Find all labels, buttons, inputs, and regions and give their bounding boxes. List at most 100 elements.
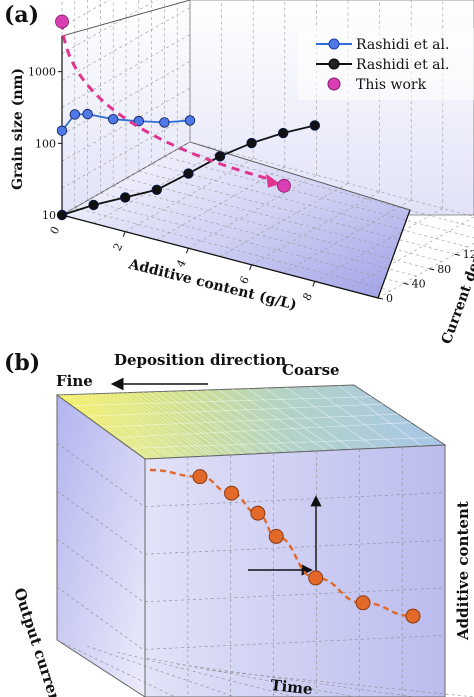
series-2-point (56, 209, 68, 221)
series-2-point (151, 184, 163, 196)
grain-boundary (309, 386, 398, 448)
x-tick (185, 248, 189, 254)
y-axis (377, 209, 411, 299)
y-tick (377, 297, 384, 300)
series-2-point (88, 199, 99, 211)
grid-line (56, 586, 146, 652)
series-1-point (184, 115, 196, 126)
ticks-a: 1010010000246804080120160200 (28, 66, 474, 305)
grid-line (74, 207, 391, 291)
z-tick-label: 10 (42, 209, 56, 222)
grain-boundary (185, 390, 276, 454)
y-tick-label: 120 (463, 248, 474, 261)
additive-content-title: Additive content (454, 501, 472, 641)
grid-line (56, 538, 146, 604)
x-tick-label: 8 (300, 291, 315, 303)
series-1-point (82, 108, 93, 120)
legend-entry-2: Rashidi et al. (316, 57, 449, 73)
curve-point (308, 570, 324, 586)
grid-line (206, 669, 474, 697)
x-tick (122, 231, 126, 237)
grid-line (164, 156, 474, 239)
grain-boundary (231, 388, 327, 451)
y-tick (429, 268, 435, 271)
grid-line (314, 208, 443, 282)
legend-entry-1: Rashidi et al. (316, 37, 449, 53)
grid-line (61, 34, 191, 108)
legend-entry-3: This work (327, 77, 427, 93)
x-axis (61, 214, 379, 299)
grain-boundary (177, 390, 267, 454)
panel-b-label: (b) (4, 350, 40, 376)
series-b (149, 468, 421, 624)
grain-boundary (195, 390, 287, 453)
grid-line (144, 492, 446, 507)
grain-boundary (218, 389, 306, 452)
series-1-point (69, 109, 81, 120)
z-axis-title: Grain size (nm) (10, 68, 26, 190)
grain-boundary (115, 422, 411, 439)
curve-point (268, 528, 284, 544)
grid-line (56, 639, 176, 697)
series-3-point (277, 178, 291, 193)
left-face (56, 394, 146, 697)
series-1-point (56, 125, 68, 136)
grid-line (188, 174, 317, 249)
series-1-point (159, 117, 170, 128)
grid-line (144, 539, 446, 555)
x-tick (249, 264, 253, 270)
x-tick (312, 281, 316, 287)
curve-point (224, 485, 240, 501)
curve-point (250, 505, 266, 521)
grain-pattern (56, 385, 434, 460)
y-tick-label: 0 (386, 292, 393, 305)
grain-boundary (338, 385, 423, 447)
deposition-direction-label: Deposition direction (114, 351, 286, 369)
this-work-dashed-line (60, 21, 273, 182)
series-2-point (278, 127, 289, 139)
grid-line (86, 645, 236, 697)
grid-line (151, 163, 468, 248)
grain-boundary (130, 437, 434, 449)
grain-boundary (206, 389, 295, 453)
legend: Rashidi et al. Rashidi et al. This work (298, 28, 474, 100)
series-3-point (55, 14, 69, 29)
series-2-point (246, 137, 257, 149)
series-2-point (309, 120, 321, 131)
grid-line (176, 663, 416, 697)
grid-line (144, 587, 446, 603)
right-face (144, 444, 446, 697)
grid-line (251, 191, 380, 266)
legend-label-1: Rashidi et al. (356, 37, 449, 53)
series-1-point (133, 115, 145, 127)
series-2-point (214, 151, 226, 162)
coarse-label: Coarse (282, 361, 340, 379)
series-1-point (107, 113, 119, 125)
grid-line (144, 635, 446, 650)
grid-line (146, 657, 356, 697)
legend-label-3: This work (356, 77, 427, 93)
grid-line (61, 87, 191, 162)
grid-line (100, 192, 417, 277)
curve-point (405, 608, 421, 624)
grain-boundary (100, 413, 399, 428)
series-2-point (119, 192, 131, 203)
grain-boundary (71, 396, 372, 407)
series-2-point (183, 168, 194, 179)
z-tick-label: 1000 (28, 66, 56, 79)
legend-marker-black (328, 58, 340, 70)
y-tick-label: 40 (412, 277, 426, 290)
y-tick-label: 80 (437, 263, 451, 276)
grain-boundary (264, 387, 353, 450)
grain-boundary (247, 388, 337, 451)
grid-b (56, 442, 474, 697)
fine-label: Fine (56, 372, 93, 390)
grid-line (61, 0, 110, 28)
grid-line (56, 490, 146, 556)
top-left-edge (61, 0, 191, 37)
grid-line (61, 0, 157, 55)
panel-a: 1010010000246804080120160200 (a) Grain s… (4, 0, 474, 346)
legend-marker-blue (328, 38, 340, 50)
legend-marker-magenta (327, 77, 341, 91)
grid-line (87, 200, 404, 284)
